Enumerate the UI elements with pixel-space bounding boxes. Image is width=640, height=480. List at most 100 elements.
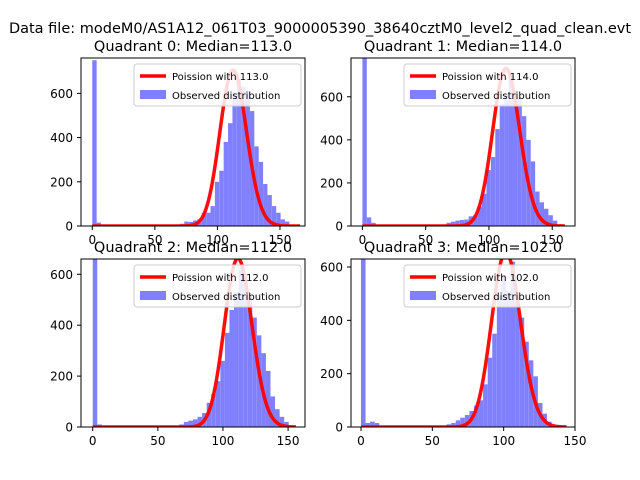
legend-poisson-label: Poission with 112.0	[172, 273, 268, 284]
histogram-bar	[552, 220, 558, 226]
histogram-bar	[238, 267, 244, 427]
histogram-bar	[451, 423, 456, 427]
histogram-bar	[528, 360, 534, 427]
histogram-bar	[473, 405, 479, 427]
histogram-bar	[487, 357, 493, 427]
histogram-bar	[232, 92, 237, 226]
histogram-bar	[228, 123, 233, 226]
histogram-bar	[477, 206, 482, 226]
histogram-bar	[360, 259, 366, 427]
x-tick-label: 150	[541, 233, 564, 247]
subplot-quadrant-3: 0 50 100 150 0 200 400 600 Poission with 102.0 Ob…	[320, 240, 586, 448]
subplot-title: Quadrant 3: Median=102.0	[364, 240, 562, 256]
histogram-bar	[280, 219, 285, 226]
axes-frame	[350, 258, 576, 428]
axes-frame	[350, 57, 576, 227]
subplot-quadrant-2: 0 50 100 150 0 200 400 600 Poission with 112.0 Ob…	[50, 240, 306, 448]
histogram-bar	[229, 309, 235, 427]
histogram-bar	[271, 206, 277, 226]
legend-observed-swatch	[140, 90, 166, 99]
y-tick-label: 200	[50, 175, 73, 189]
poisson-line	[361, 66, 566, 226]
histogram-bar	[206, 212, 211, 226]
histogram-bar	[276, 212, 281, 226]
histogram-bar	[539, 202, 544, 226]
histogram-bar	[505, 291, 511, 427]
y-tick-label: 0	[335, 421, 343, 435]
histogram-bar	[496, 296, 502, 427]
histogram-bar	[188, 420, 193, 427]
histogram-bar	[184, 221, 189, 226]
histogram-bar	[252, 317, 257, 427]
subplot-quadrant-1: 0 50 100 150 0 200 400 600 Poission with 114.0 Ob…	[320, 39, 576, 247]
axes-frame	[80, 57, 306, 227]
histogram-bar	[464, 415, 470, 427]
legend-observed-swatch	[140, 291, 166, 300]
histogram-bar	[478, 400, 484, 427]
histogram-bar	[499, 104, 505, 226]
histogram-bar	[524, 341, 529, 427]
histogram-bar	[245, 91, 250, 226]
x-tick-label: 100	[206, 233, 229, 247]
histogram-bar	[215, 381, 221, 427]
x-tick-label: 0	[357, 434, 365, 448]
y-tick-label: 400	[50, 131, 73, 145]
y-tick-label: 0	[65, 421, 73, 435]
subplot-grid: 0 50 100 150 0 200 400 600 Poission with 113.0 Ob…	[50, 39, 586, 448]
legend-observed-swatch	[410, 291, 436, 300]
histogram-bar	[270, 396, 276, 427]
x-tick-label: 50	[150, 434, 165, 448]
y-tick-label: 400	[320, 133, 343, 147]
histogram-bar	[481, 193, 487, 226]
histogram-bar	[284, 421, 289, 427]
histogram-bar	[284, 221, 290, 226]
x-tick-label: 150	[269, 233, 292, 247]
histogram-bar	[197, 416, 203, 427]
histogram-bar	[275, 409, 280, 427]
histogram-bar	[510, 261, 516, 427]
histogram-bar	[214, 181, 220, 226]
legend-observed-label: Observed distribution	[172, 91, 280, 102]
x-tick-label: 0	[89, 434, 97, 448]
y-tick-label: 0	[65, 220, 73, 234]
histogram-bar	[450, 221, 456, 226]
histogram-bar	[92, 60, 97, 226]
histogram-bar	[483, 384, 488, 427]
y-tick-label: 200	[50, 370, 73, 384]
x-tick-label: 100	[477, 233, 500, 247]
histogram-bar	[519, 317, 525, 427]
subplot-title: Quadrant 2: Median=112.0	[94, 240, 292, 256]
legend-observed-label: Observed distribution	[172, 292, 280, 303]
histogram-bar	[247, 294, 253, 427]
y-tick-label: 0	[335, 220, 343, 234]
histogram-bar	[492, 333, 497, 427]
histogram-bar	[236, 79, 242, 226]
histogram-bar	[220, 360, 225, 427]
legend-observed-label: Observed distribution	[442, 91, 550, 102]
y-tick-label: 400	[50, 319, 73, 333]
legend-box	[133, 264, 302, 308]
x-tick-label: 150	[277, 434, 300, 448]
y-tick-label: 600	[50, 268, 73, 282]
histogram-bar	[459, 219, 465, 226]
histogram-bar	[366, 217, 372, 226]
x-tick-label: 150	[564, 434, 587, 448]
legend: Poission with 112.0 Observed distribution	[133, 264, 302, 308]
histogram-bar	[521, 116, 527, 226]
histogram-bar	[234, 292, 239, 427]
histogram-bar	[183, 421, 189, 427]
poisson-line	[91, 68, 301, 226]
histogram-bar	[193, 419, 198, 427]
histogram-bar	[535, 191, 540, 226]
legend-observed-swatch	[410, 90, 436, 99]
legend-box	[403, 63, 572, 107]
plot-area	[91, 60, 301, 226]
histogram-bar	[279, 416, 285, 427]
histogram-bar	[365, 423, 371, 427]
histogram-bar	[504, 94, 509, 226]
legend-box	[133, 63, 302, 107]
histogram-bar	[543, 208, 549, 226]
legend: Poission with 114.0 Observed distribution	[403, 63, 572, 107]
x-tick-label: 100	[492, 434, 515, 448]
histogram-bar	[530, 161, 536, 226]
